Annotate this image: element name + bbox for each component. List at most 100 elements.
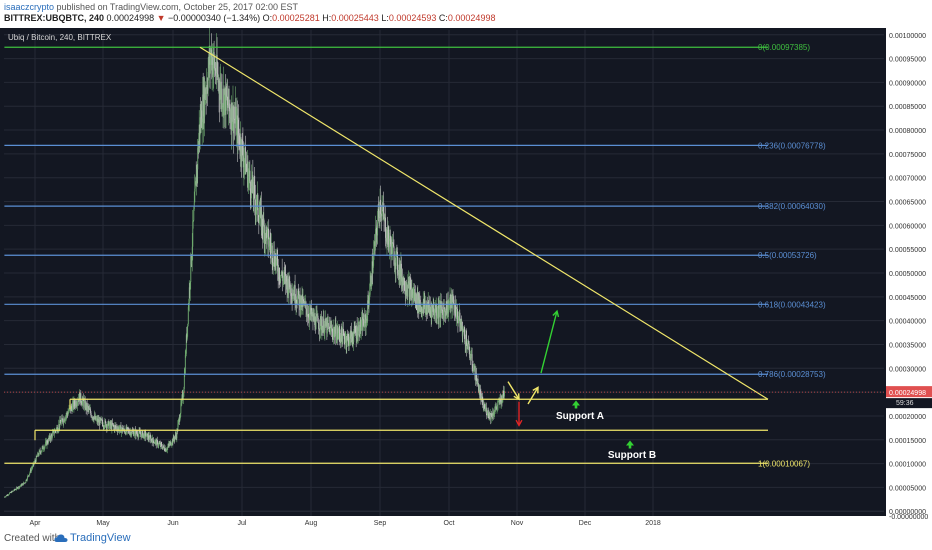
candle-body bbox=[426, 306, 428, 314]
candle-body bbox=[345, 337, 347, 340]
candle-body bbox=[81, 403, 83, 405]
candle-body bbox=[22, 483, 24, 485]
candle-body bbox=[57, 430, 59, 432]
candle-body bbox=[280, 275, 282, 281]
candle-body bbox=[37, 453, 39, 457]
candle-body bbox=[20, 485, 22, 487]
candle-body bbox=[436, 315, 438, 317]
candle-body bbox=[75, 401, 77, 406]
candle-body bbox=[463, 328, 465, 335]
ohlc-close-value: 0.00024998 bbox=[447, 13, 496, 23]
candle-body bbox=[15, 489, 17, 491]
candle-body bbox=[244, 147, 246, 160]
candle-body bbox=[146, 433, 148, 437]
candle-body bbox=[420, 306, 422, 309]
candle-body bbox=[24, 482, 25, 484]
price-chart[interactable]: Ubiq / Bitcoin, 240, BITTREX 0(0.00097385… bbox=[0, 28, 932, 528]
candle-body bbox=[107, 421, 109, 426]
candle-body bbox=[383, 213, 385, 221]
candle-body bbox=[156, 440, 158, 446]
axes[interactable]: 0.00100000 0.00095000 0.00090000 0.00085000… bbox=[0, 28, 932, 528]
candle-body bbox=[306, 308, 308, 316]
candle-body bbox=[109, 422, 111, 426]
candle-body bbox=[303, 301, 305, 305]
candle-body bbox=[484, 407, 486, 410]
candle-body bbox=[130, 431, 132, 436]
candle-body bbox=[340, 327, 342, 343]
candle-body bbox=[58, 424, 60, 428]
candle-body bbox=[465, 334, 467, 339]
candle-body bbox=[163, 447, 165, 450]
candle-body bbox=[444, 308, 446, 313]
candle-body bbox=[419, 299, 421, 307]
candle-body bbox=[266, 231, 268, 245]
candle-body bbox=[181, 397, 183, 403]
candle-body bbox=[270, 246, 272, 252]
candle-body bbox=[358, 325, 360, 336]
candle-body bbox=[216, 55, 218, 77]
candle-body bbox=[206, 85, 208, 94]
candle-body bbox=[405, 290, 407, 292]
candle-body bbox=[65, 416, 67, 420]
candle-body bbox=[182, 396, 184, 399]
candle-body bbox=[283, 272, 285, 278]
author-link[interactable]: isaaczcrypto bbox=[4, 2, 55, 12]
candle-body bbox=[478, 383, 479, 393]
candle-body bbox=[410, 290, 412, 297]
candle-body bbox=[98, 419, 100, 426]
candle-body bbox=[304, 301, 306, 305]
candle-body bbox=[214, 59, 216, 71]
candle-body bbox=[469, 357, 471, 359]
candle-body bbox=[173, 438, 175, 440]
candle-body bbox=[365, 317, 367, 327]
candle-body bbox=[138, 433, 140, 437]
drawing-lines bbox=[4, 46, 886, 464]
candle-body bbox=[298, 294, 300, 306]
candle-body bbox=[381, 213, 383, 217]
candle-body bbox=[502, 398, 503, 403]
candle-body bbox=[385, 217, 386, 238]
candle-body bbox=[4, 496, 5, 498]
candle-body bbox=[427, 302, 429, 309]
tradingview-cloud-icon bbox=[54, 534, 68, 542]
candle-body bbox=[320, 316, 322, 320]
candle-body bbox=[319, 329, 321, 332]
current-price-label: 0.00024998 bbox=[889, 390, 926, 397]
candle-body bbox=[303, 299, 305, 302]
candle-body bbox=[116, 427, 117, 428]
candle-body bbox=[343, 333, 345, 334]
candle-body bbox=[5, 496, 7, 497]
candle-body bbox=[104, 420, 106, 427]
candle-body bbox=[244, 147, 246, 174]
candle-body bbox=[142, 431, 144, 438]
candle-body bbox=[289, 287, 291, 293]
candle-body bbox=[349, 334, 351, 343]
candle-body bbox=[145, 436, 147, 438]
candle-body bbox=[254, 199, 256, 211]
candle-body bbox=[221, 88, 223, 100]
candle-body bbox=[75, 404, 77, 406]
candle-body bbox=[408, 282, 410, 300]
candle-body bbox=[258, 219, 260, 224]
candle-body bbox=[235, 106, 236, 120]
candle-body bbox=[400, 263, 402, 282]
price-tick-label: 0.00050000 bbox=[889, 271, 926, 278]
last-value: 0.00024998 bbox=[106, 13, 155, 23]
candle-body bbox=[121, 427, 123, 430]
chart-title: Ubiq / Bitcoin, 240, BITTREX bbox=[8, 33, 112, 42]
candle-body bbox=[422, 300, 424, 306]
candle-body bbox=[212, 64, 214, 75]
candle-body bbox=[224, 95, 226, 116]
candle-body bbox=[131, 433, 133, 436]
candle-body bbox=[133, 434, 135, 436]
candle-body bbox=[433, 307, 435, 313]
candle-body bbox=[376, 233, 378, 236]
tradingview-brand[interactable]: TradingView bbox=[70, 532, 131, 544]
candle-body bbox=[409, 282, 411, 300]
candle-body bbox=[279, 279, 281, 281]
candle-body bbox=[21, 484, 23, 486]
candle-body bbox=[62, 422, 64, 424]
candle-body bbox=[251, 179, 253, 186]
candle-body bbox=[194, 188, 196, 203]
ohlc-close-key: C: bbox=[438, 13, 448, 23]
